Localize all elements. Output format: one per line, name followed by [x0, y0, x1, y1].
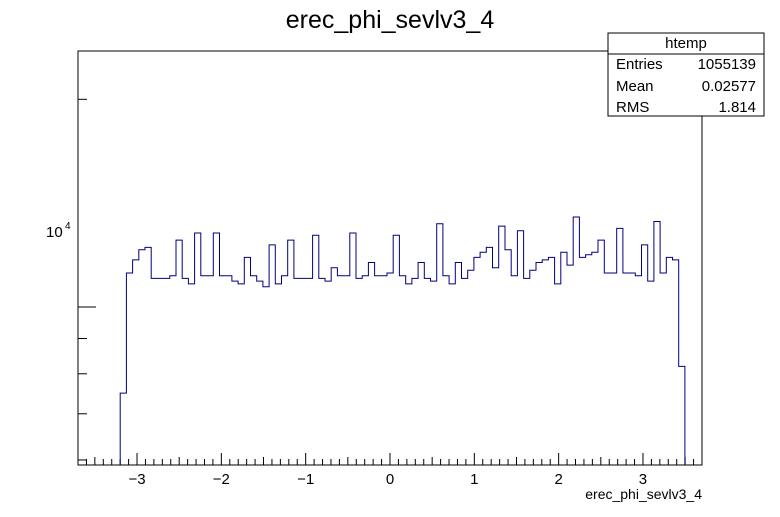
- x-tick-label: 0: [386, 471, 394, 488]
- stats-box-frame: [607, 32, 765, 117]
- x-axis-title: erec_phi_sevlv3_4: [585, 486, 702, 502]
- x-tick-label: −1: [297, 471, 314, 488]
- y-tick-label-base: 10: [46, 224, 63, 241]
- x-tick-label: −3: [128, 471, 145, 488]
- stats-entries-value: 1055139: [698, 56, 756, 73]
- x-tick-label: 2: [554, 471, 562, 488]
- y-axis: 10 4: [46, 98, 96, 461]
- x-axis: −3 −2 −1 0 1 2 3: [77, 453, 703, 488]
- y-tick-label-exponent: 4: [65, 221, 71, 232]
- stats-box-title: htemp: [665, 35, 707, 52]
- x-tick-label: 3: [639, 471, 647, 488]
- stats-rms-value: 1.814: [718, 99, 756, 116]
- stats-entries-label: Entries: [616, 56, 663, 73]
- stats-mean-label: Mean: [616, 78, 654, 95]
- x-tick-label: 1: [470, 471, 478, 488]
- stats-rms-label: RMS: [616, 99, 649, 116]
- x-tick-label: −2: [213, 471, 230, 488]
- histogram-line: [119, 216, 686, 465]
- stats-mean-value: 0.02577: [702, 78, 756, 95]
- stats-box: htemp Entries 1055139 Mean 0.02577 RMS 1…: [607, 32, 765, 117]
- chart-title: erec_phi_sevlv3_4: [286, 6, 495, 34]
